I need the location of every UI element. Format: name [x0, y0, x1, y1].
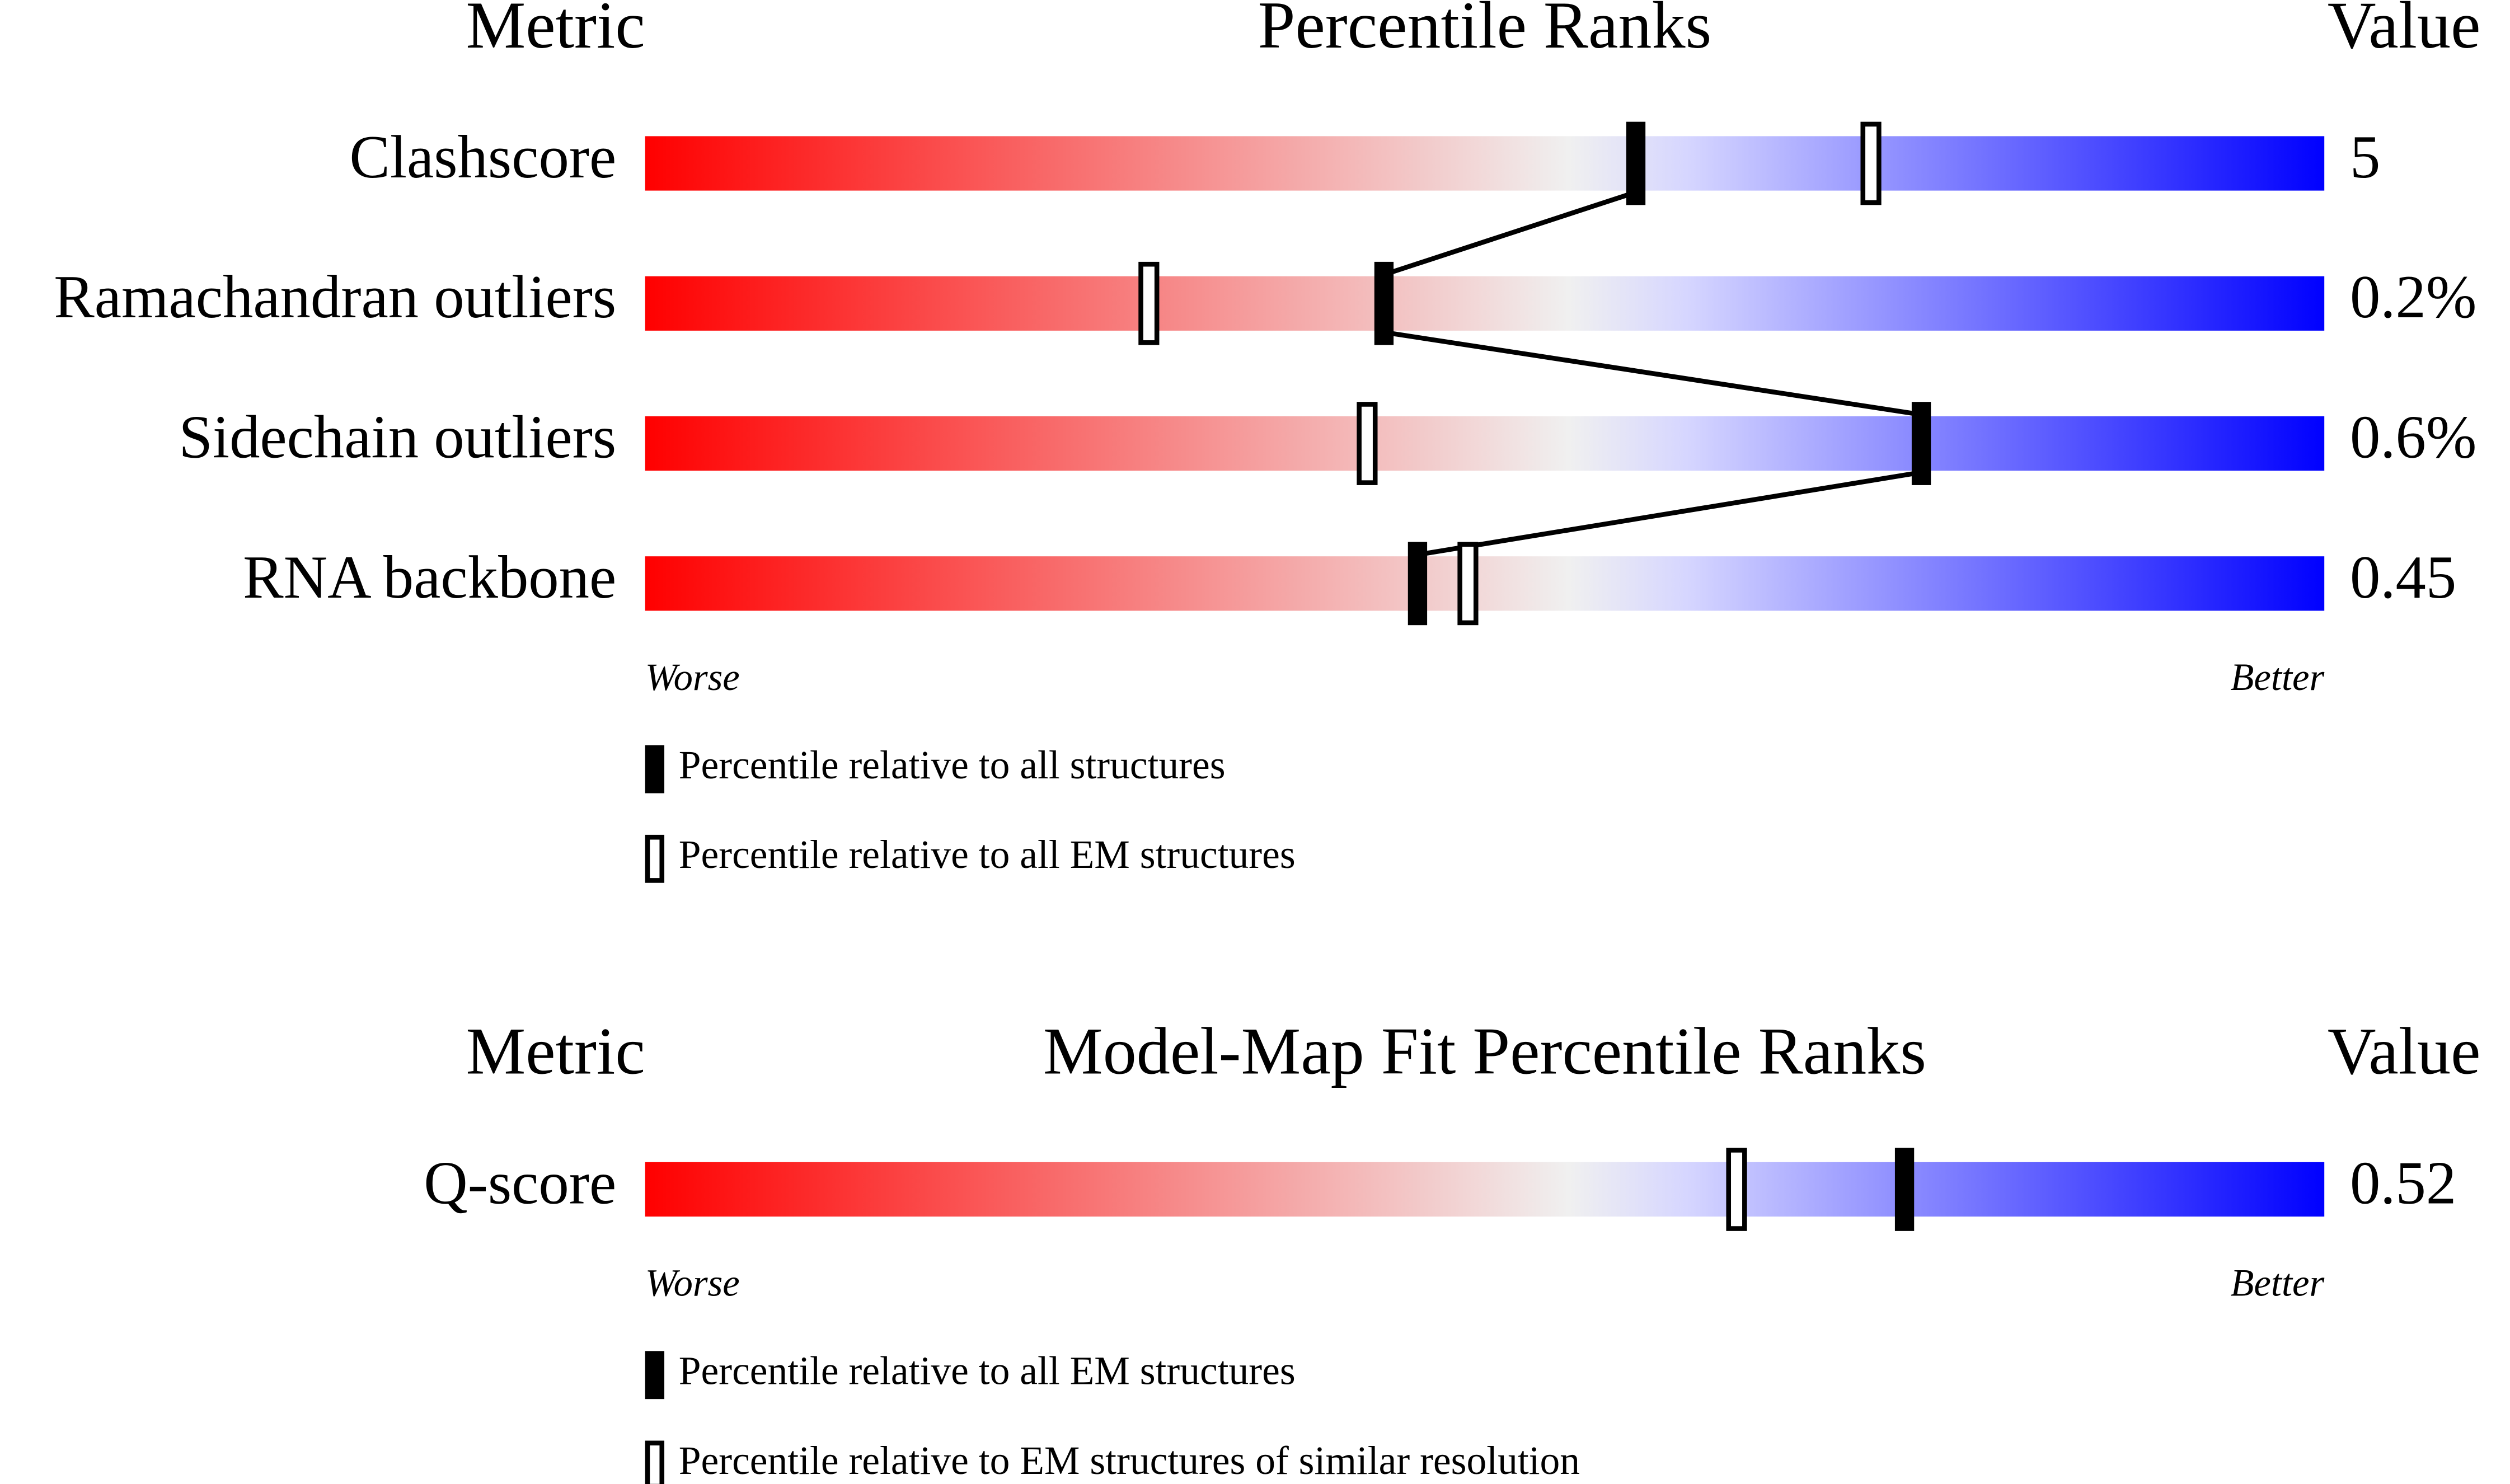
chart-panel: Metric Model-Map Fit Percentile Ranks Valu… [424, 1013, 2480, 1484]
percentile-bar [645, 1162, 2325, 1217]
worse-label: Worse [645, 1262, 740, 1304]
percentile-marker-outline [1860, 121, 1882, 205]
metric-label: RNA backbone [243, 543, 616, 611]
chart-title: Percentile Ranks [1258, 0, 1712, 62]
legend-label: Percentile relative to all EM structures [679, 1349, 1296, 1393]
metric-label: Q-score [424, 1149, 616, 1217]
percentile-marker-outline [1457, 542, 1479, 626]
metric-header: Metric [466, 0, 645, 62]
percentile-marker-outline [1138, 261, 1160, 345]
legend-label: Percentile relative to all EM structures [679, 833, 1296, 877]
metric-label: Clashscore [349, 123, 616, 191]
connector-line [1383, 330, 1922, 417]
legend-swatch [645, 1351, 665, 1400]
percentile-marker-outline [1357, 402, 1378, 485]
legend-swatch [645, 745, 665, 793]
legend-label: Percentile relative to all structures [679, 743, 1226, 787]
value-header: Value [2328, 1013, 2481, 1088]
percentile-bar [645, 276, 2325, 331]
chart-title: Model-Map Fit Percentile Ranks [1043, 1013, 1926, 1088]
legend-swatch [645, 1440, 665, 1484]
metric-header: Metric [466, 1013, 645, 1088]
percentile-marker [1374, 261, 1394, 345]
legend-label: Percentile relative to EM structures of … [679, 1439, 1580, 1483]
connector-line [1417, 469, 1922, 557]
better-label: Better [2231, 1262, 2325, 1304]
percentile-bar [645, 416, 2325, 471]
value-header: Value [2328, 0, 2481, 62]
chart-panel: Metric Percentile Ranks Value Clashscore 5 Ra… [54, 0, 2481, 883]
metric-label: Ramachandran outliers [54, 263, 616, 331]
metric-label: Sidechain outliers [179, 403, 616, 471]
better-label: Better [2231, 656, 2325, 698]
percentile-marker [1408, 542, 1428, 626]
worse-label: Worse [645, 656, 740, 698]
metric-value: 0.6% [2350, 403, 2476, 471]
percentile-marker-outline [1726, 1148, 1747, 1231]
percentile-bar [645, 556, 2325, 611]
percentile-marker [1911, 402, 1931, 485]
metric-value: 0.52 [2350, 1149, 2456, 1217]
metric-value: 0.45 [2350, 543, 2456, 611]
percentile-marker [1894, 1148, 1915, 1231]
connector-line [1383, 190, 1637, 277]
metric-value: 0.2% [2350, 263, 2476, 331]
percentile-bar [645, 136, 2325, 191]
metric-value: 5 [2350, 123, 2380, 191]
percentile-marker [1626, 121, 1646, 205]
legend-swatch [645, 834, 665, 883]
